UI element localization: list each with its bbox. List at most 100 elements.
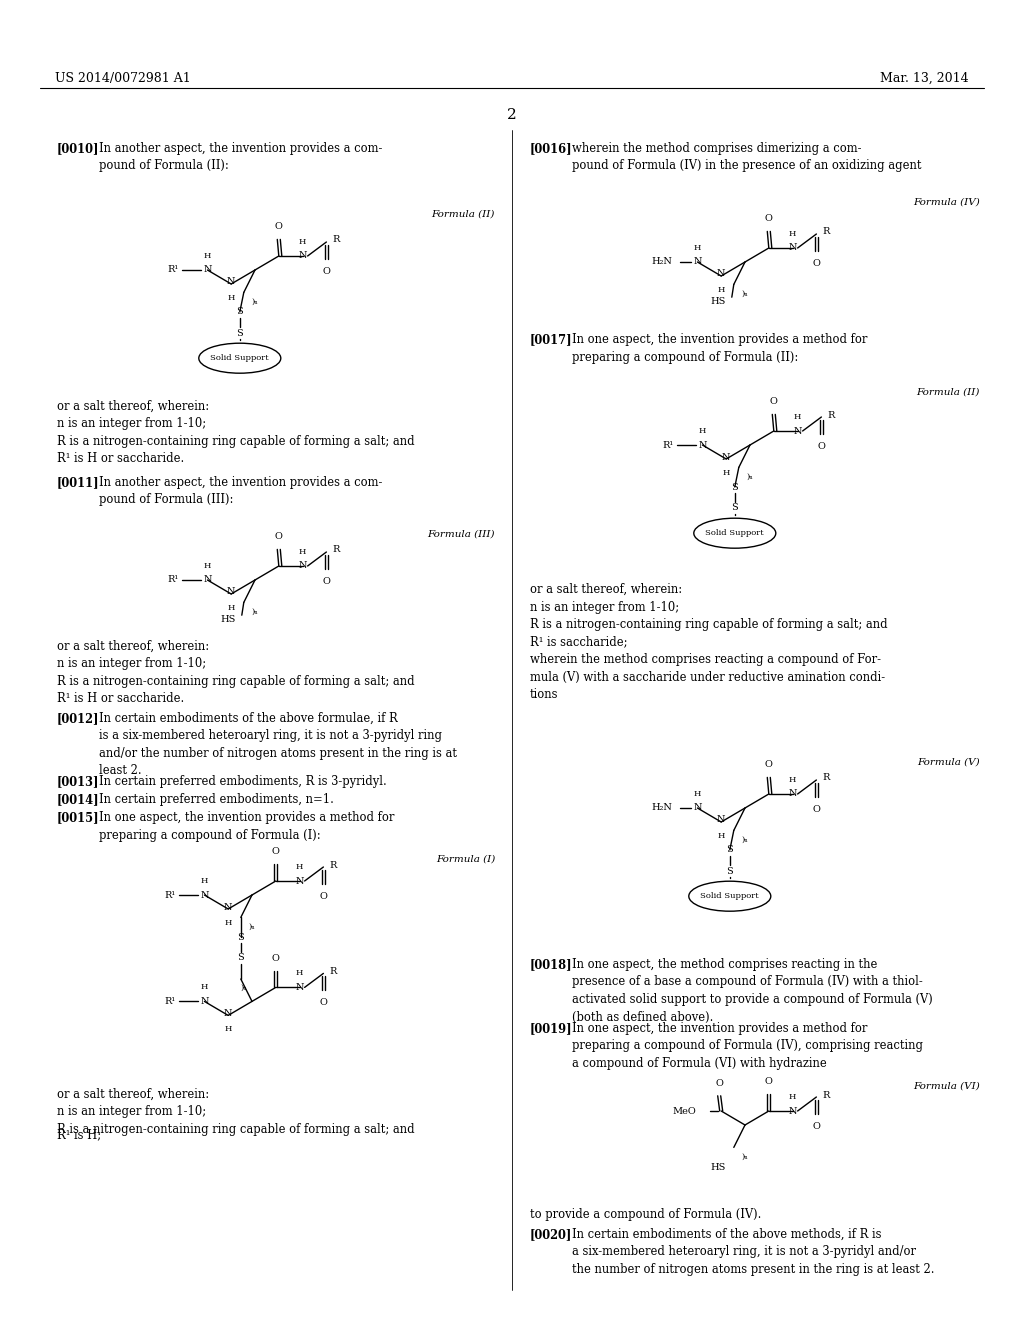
Text: R¹: R¹	[167, 576, 178, 585]
Text: HS: HS	[711, 297, 726, 306]
Text: H: H	[723, 469, 730, 477]
Text: H: H	[693, 789, 701, 799]
Text: R: R	[333, 235, 340, 244]
Text: or a salt thereof, wherein:
n is an integer from 1-10;
R is a nitrogen-containin: or a salt thereof, wherein: n is an inte…	[57, 640, 415, 705]
Text: Formula (V): Formula (V)	[918, 758, 980, 767]
Text: H: H	[788, 1093, 797, 1101]
Text: N: N	[224, 1008, 232, 1018]
Text: O: O	[319, 891, 328, 900]
Text: or a salt thereof, wherein:
n is an integer from 1-10;
R is a nitrogen-containin: or a salt thereof, wherein: n is an inte…	[57, 1088, 415, 1137]
Text: O: O	[812, 259, 820, 268]
Text: O: O	[765, 1077, 773, 1086]
Text: S: S	[726, 846, 733, 854]
Text: N: N	[203, 576, 212, 585]
Text: N: N	[298, 252, 307, 260]
Text: N: N	[722, 453, 730, 462]
Text: In one aspect, the invention provides a method for
preparing a compound of Formu: In one aspect, the invention provides a …	[572, 1022, 923, 1071]
Text: R¹: R¹	[164, 997, 175, 1006]
Text: H₂N: H₂N	[651, 257, 672, 267]
Text: N: N	[200, 891, 209, 899]
Text: H: H	[693, 244, 701, 252]
Text: H: H	[201, 876, 208, 884]
Text: or a salt thereof, wherein:
n is an integer from 1-10;
R is a nitrogen-containin: or a salt thereof, wherein: n is an inte…	[57, 400, 415, 466]
Text: H: H	[201, 983, 208, 991]
Text: N: N	[298, 561, 307, 570]
Text: In one aspect, the method comprises reacting in the
presence of a base a compoun: In one aspect, the method comprises reac…	[572, 958, 933, 1023]
Text: N: N	[794, 426, 802, 436]
Text: Formula (III): Formula (III)	[427, 531, 495, 539]
Text: R: R	[822, 227, 829, 236]
Text: In certain preferred embodiments, R is 3-pyridyl.: In certain preferred embodiments, R is 3…	[99, 775, 387, 788]
Text: S: S	[237, 329, 243, 338]
Text: O: O	[271, 954, 280, 962]
Text: H: H	[299, 548, 306, 556]
Text: S: S	[731, 503, 738, 512]
Text: H: H	[227, 294, 234, 302]
Text: O: O	[765, 214, 773, 223]
Text: )ₙ: )ₙ	[741, 836, 749, 843]
Text: wherein the method comprises dimerizing a com-
pound of Formula (IV) in the pres: wherein the method comprises dimerizing …	[572, 143, 922, 173]
Text: MeO: MeO	[672, 1106, 696, 1115]
Text: )ₙ: )ₙ	[249, 923, 256, 931]
Text: N: N	[698, 441, 707, 450]
Text: H: H	[204, 252, 211, 260]
Text: R¹: R¹	[662, 441, 673, 450]
Text: Formula (II): Formula (II)	[432, 210, 495, 219]
Text: [0013]: [0013]	[57, 775, 99, 788]
Text: S: S	[726, 866, 733, 875]
Text: N: N	[224, 903, 232, 912]
Text: Formula (I): Formula (I)	[436, 855, 495, 865]
Text: Formula (II): Formula (II)	[916, 388, 980, 397]
Text: US 2014/0072981 A1: US 2014/0072981 A1	[55, 73, 190, 84]
Text: Formula (IV): Formula (IV)	[913, 198, 980, 207]
Text: O: O	[323, 267, 331, 276]
Text: N: N	[693, 804, 701, 813]
Text: In another aspect, the invention provides a com-
pound of Formula (II):: In another aspect, the invention provide…	[99, 143, 382, 173]
Text: [0019]: [0019]	[530, 1022, 572, 1035]
Text: H: H	[718, 832, 725, 840]
Text: Solid Support: Solid Support	[211, 354, 269, 362]
Text: H: H	[296, 863, 303, 871]
Text: O: O	[715, 1078, 723, 1088]
Text: In one aspect, the invention provides a method for
preparing a compound of Formu: In one aspect, the invention provides a …	[572, 333, 867, 363]
Text: )ₙ: )ₙ	[241, 983, 248, 993]
Text: H: H	[794, 413, 802, 421]
Text: R: R	[822, 774, 829, 783]
Text: H: H	[224, 919, 231, 927]
Text: N: N	[717, 269, 725, 279]
Text: N: N	[203, 265, 212, 275]
Text: H: H	[788, 230, 797, 238]
Text: S: S	[238, 953, 244, 962]
Text: N: N	[788, 789, 797, 799]
Text: O: O	[274, 222, 283, 231]
Text: )ₙ: )ₙ	[252, 607, 259, 615]
Text: [0012]: [0012]	[57, 711, 99, 725]
Text: N: N	[227, 277, 236, 286]
Text: R¹: R¹	[167, 265, 178, 275]
Text: [0010]: [0010]	[57, 143, 99, 154]
Text: N: N	[227, 587, 236, 597]
Text: Mar. 13, 2014: Mar. 13, 2014	[881, 73, 969, 84]
Text: N: N	[200, 997, 209, 1006]
Text: S: S	[238, 932, 244, 941]
Text: )ₙ: )ₙ	[741, 1152, 749, 1160]
Text: Solid Support: Solid Support	[706, 529, 764, 537]
Text: R: R	[333, 545, 340, 554]
Text: N: N	[788, 1106, 797, 1115]
Text: R¹ is H;: R¹ is H;	[57, 1129, 101, 1140]
Text: )ₙ: )ₙ	[746, 473, 754, 480]
Text: [0011]: [0011]	[57, 477, 99, 488]
Text: O: O	[319, 998, 328, 1007]
Text: O: O	[812, 1122, 820, 1131]
Text: H: H	[224, 1026, 231, 1034]
Text: O: O	[271, 847, 280, 857]
Text: R: R	[330, 861, 337, 870]
Text: [0015]: [0015]	[57, 810, 99, 824]
Text: )ₙ: )ₙ	[741, 289, 749, 297]
Text: O: O	[274, 532, 283, 541]
Text: Solid Support: Solid Support	[700, 892, 759, 900]
Text: [0018]: [0018]	[530, 958, 572, 972]
Text: S: S	[237, 308, 243, 317]
Text: H: H	[227, 605, 234, 612]
Text: to provide a compound of Formula (IV).: to provide a compound of Formula (IV).	[530, 1208, 762, 1221]
